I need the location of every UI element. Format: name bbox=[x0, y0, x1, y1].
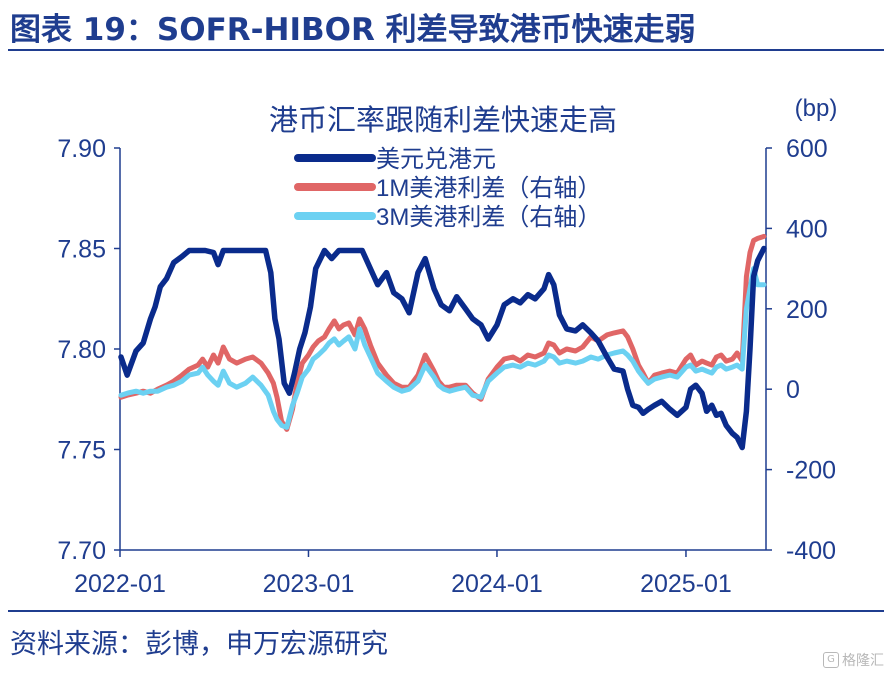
footer-divider bbox=[8, 610, 884, 612]
right-axis-tick-label: -400 bbox=[786, 537, 836, 565]
x-axis-tick-label: 2023-01 bbox=[263, 570, 355, 598]
title-divider bbox=[8, 49, 884, 51]
left-axis-tick-label: 7.70 bbox=[57, 537, 106, 565]
chart-axes: 7.90 7.85 7.80 7.75 7.70 600 400 200 0 -200 -400 20… bbox=[57, 135, 836, 598]
left-axis-tick-label: 7.80 bbox=[57, 336, 106, 364]
spread-3m-line bbox=[118, 266, 767, 430]
legend-label: 3M美港利差（右轴） bbox=[376, 204, 601, 231]
legend-label: 1M美港利差（右轴） bbox=[376, 175, 601, 202]
right-axis-tick-label: 600 bbox=[786, 135, 828, 163]
watermark-text: 格隆汇 bbox=[842, 653, 884, 669]
left-axis-tick-label: 7.85 bbox=[57, 236, 106, 264]
left-axis-tick-label: 7.90 bbox=[57, 135, 106, 163]
x-axis-tick-label: 2022-01 bbox=[74, 570, 166, 598]
right-axis-unit: (bp) bbox=[795, 95, 838, 122]
legend-item-3m-spread: 3M美港利差（右轴） bbox=[294, 204, 601, 231]
chart-lines bbox=[118, 233, 767, 451]
left-axis-tick-label: 7.75 bbox=[57, 437, 106, 465]
watermark: G 格隆汇 bbox=[823, 650, 884, 670]
source-note: 资料来源：彭博，申万宏源研究 bbox=[10, 629, 388, 660]
right-axis-tick-label: 200 bbox=[786, 296, 828, 324]
legend-item-usdhkd: 美元兑港元 bbox=[294, 146, 496, 173]
x-axis-tick-label: 2025-01 bbox=[640, 570, 732, 598]
right-axis-tick-label: 0 bbox=[786, 376, 800, 404]
right-axis-tick-label: 400 bbox=[786, 215, 828, 243]
figure-title: 图表 19：SOFR-HIBOR 利差导致港币快速走弱 bbox=[10, 12, 696, 48]
chart-title: 港币汇率跟随利差快速走高 bbox=[269, 104, 617, 137]
right-axis-tick-label: -200 bbox=[786, 457, 836, 485]
x-axis-tick-label: 2024-01 bbox=[451, 570, 543, 598]
legend-label: 美元兑港元 bbox=[376, 146, 496, 173]
legend-item-1m-spread: 1M美港利差（右轴） bbox=[294, 175, 601, 202]
usdhkd-line bbox=[118, 245, 767, 451]
watermark-logo-icon: G bbox=[823, 652, 839, 668]
